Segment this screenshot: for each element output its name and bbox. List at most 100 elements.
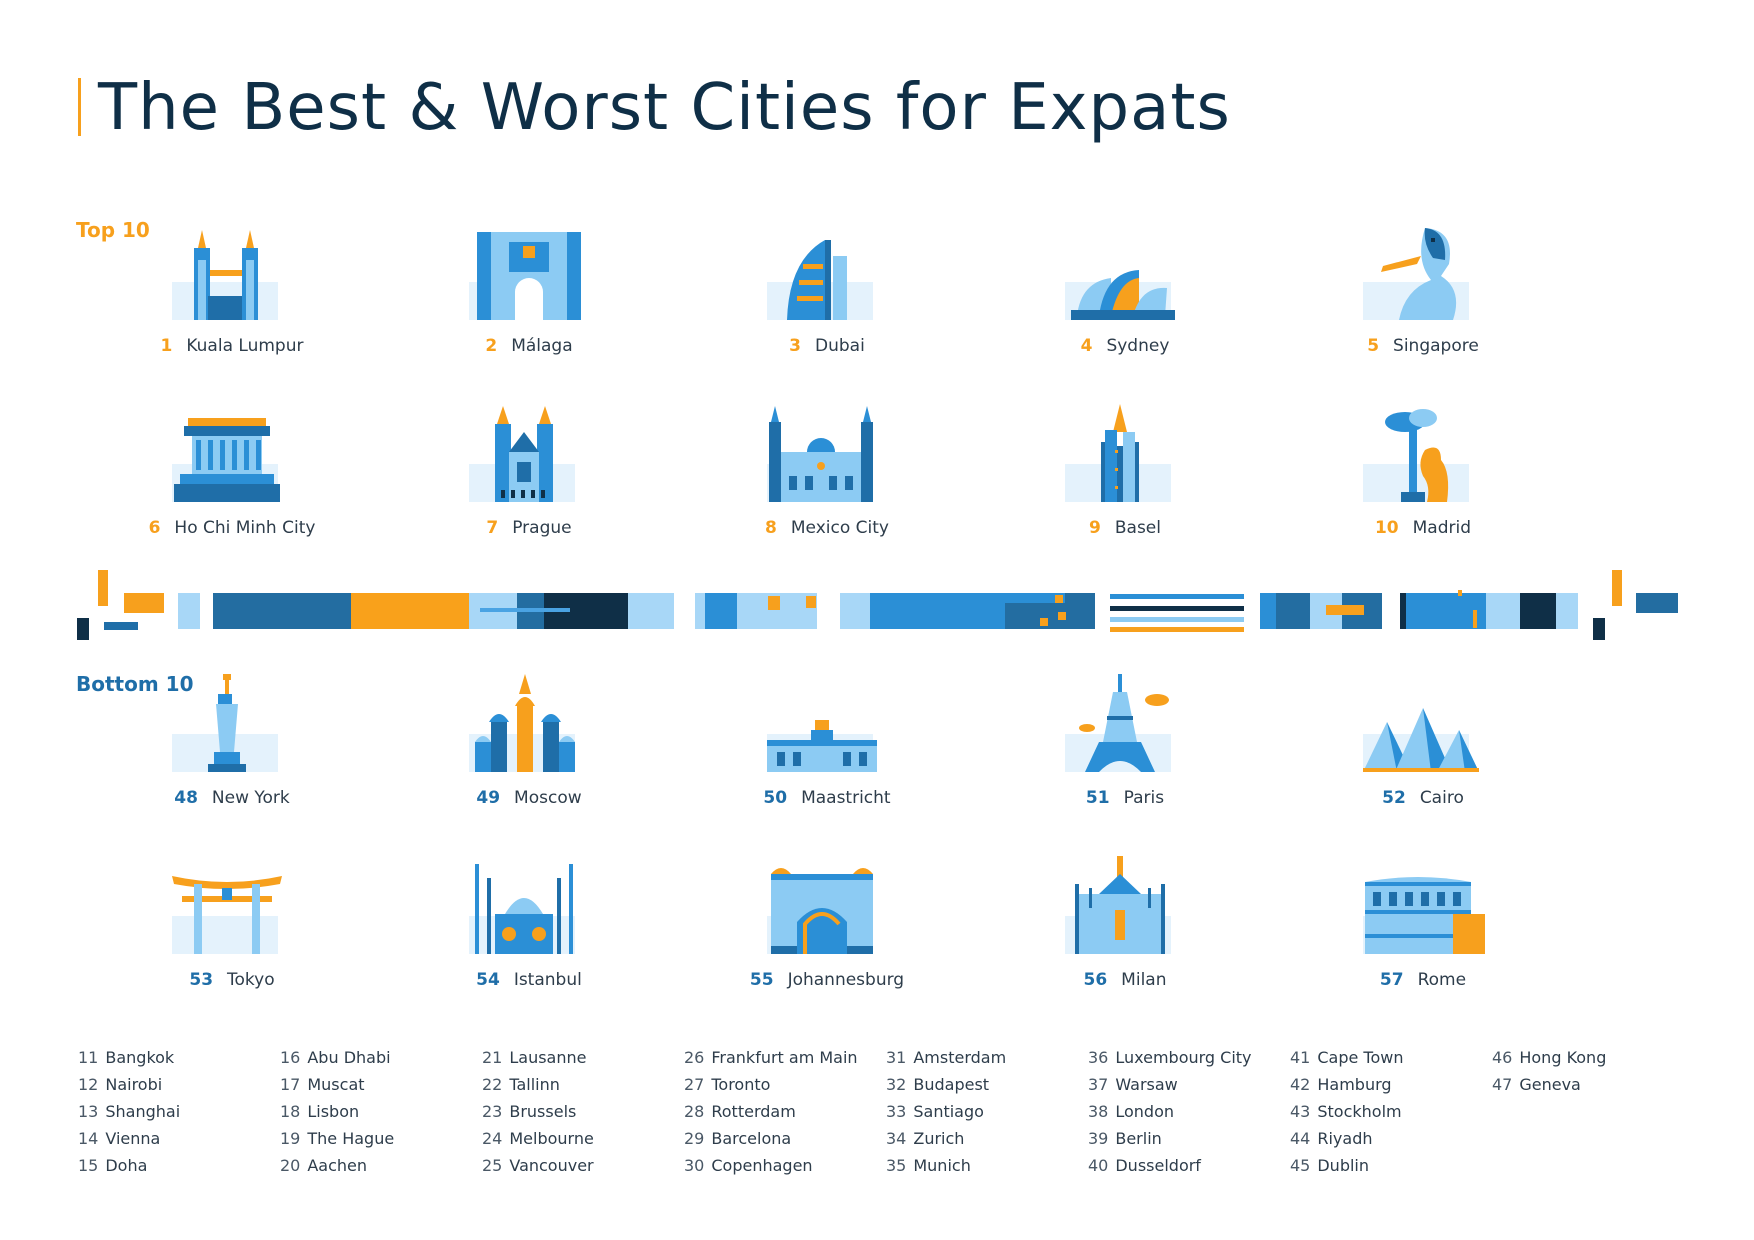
band-block	[213, 593, 351, 629]
city-card: 51 Paris	[1015, 672, 1235, 832]
city-label: 1 Kuala Lumpur	[122, 336, 342, 356]
band-block	[705, 593, 737, 629]
list-item: 26 Frankfurt am Main	[684, 1044, 884, 1071]
city-card: 5 Singapore	[1313, 220, 1533, 380]
band-block	[1110, 617, 1244, 622]
list-item: 13 Shanghai	[78, 1098, 278, 1125]
list-city: Budapest	[913, 1075, 990, 1094]
statue-of-liberty-icon	[208, 674, 246, 772]
list-item: 40 Dusseldorf	[1088, 1152, 1288, 1179]
list-rank: 45	[1290, 1156, 1311, 1175]
burj-al-arab-icon	[787, 226, 847, 320]
city-rank: 52	[1382, 788, 1406, 808]
city-card: 8 Mexico City	[717, 402, 937, 562]
band-block	[768, 596, 780, 610]
list-item: 32 Budapest	[886, 1071, 1086, 1098]
list-rank: 44	[1290, 1129, 1311, 1148]
list-city: Zurich	[913, 1129, 965, 1148]
list-rank: 29	[684, 1129, 705, 1148]
list-item: 39 Berlin	[1088, 1125, 1288, 1152]
city-label: 8 Mexico City	[717, 518, 937, 538]
city-card: 6 Ho Chi Minh City	[122, 402, 342, 562]
list-city: Santiago	[913, 1102, 984, 1121]
city-rank: 55	[749, 970, 774, 990]
city-rank: 6	[148, 518, 161, 538]
band-block	[77, 618, 89, 640]
list-item: 44 Riyadh	[1290, 1125, 1490, 1152]
list-rank: 42	[1290, 1075, 1311, 1094]
list-city: Aachen	[307, 1156, 368, 1175]
list-item: 42 Hamburg	[1290, 1071, 1490, 1098]
list-rank: 13	[78, 1102, 99, 1121]
city-rank: 4	[1080, 336, 1093, 356]
list-column: 26 Frankfurt am Main 27 Toronto 28 Rotterdam 2…	[684, 1044, 884, 1179]
city-name: Ho Chi Minh City	[174, 518, 316, 538]
city-card: 1 Kuala Lumpur	[122, 220, 342, 380]
list-column: 21 Lausanne 22 Tallinn 23 Brussels 24 Melbourne…	[482, 1044, 682, 1179]
list-city: Hamburg	[1317, 1075, 1392, 1094]
city-name: Paris	[1123, 788, 1165, 808]
list-item: 25 Vancouver	[482, 1152, 682, 1179]
city-label: 3 Dubai	[717, 336, 937, 356]
city-card: 9 Basel	[1015, 402, 1235, 562]
city-card: 2 Málaga	[419, 220, 639, 380]
city-card: 52 Cairo	[1313, 672, 1533, 832]
city-label: 2 Málaga	[419, 336, 639, 356]
city-label: 57 Rome	[1313, 970, 1533, 990]
city-name: Málaga	[511, 336, 573, 356]
list-city: Vancouver	[509, 1156, 594, 1175]
list-city: Tallinn	[509, 1075, 560, 1094]
list-item: 31 Amsterdam	[886, 1044, 1086, 1071]
band-block	[178, 593, 200, 629]
mausoleum-icon	[174, 418, 280, 502]
list-rank: 20	[280, 1156, 301, 1175]
city-rank: 8	[765, 518, 777, 538]
city-label: 50 Maastricht	[717, 788, 937, 808]
band-block	[1276, 593, 1310, 629]
list-city: Muscat	[307, 1075, 365, 1094]
city-rank: 10	[1374, 518, 1399, 538]
city-label: 9 Basel	[1015, 518, 1235, 538]
list-item: 35 Munich	[886, 1152, 1086, 1179]
list-item: 36 Luxembourg City	[1088, 1044, 1288, 1071]
list-item: 30 Copenhagen	[684, 1152, 884, 1179]
list-rank: 17	[280, 1075, 301, 1094]
list-item: 45 Dublin	[1290, 1152, 1490, 1179]
list-rank: 27	[684, 1075, 705, 1094]
list-item: 27 Toronto	[684, 1071, 884, 1098]
list-city: Rotterdam	[711, 1102, 796, 1121]
list-item: 37 Warsaw	[1088, 1071, 1288, 1098]
band-block	[806, 596, 816, 608]
list-rank: 24	[482, 1129, 503, 1148]
bottom-10-label: Bottom 10	[76, 672, 194, 696]
list-rank: 28	[684, 1102, 705, 1121]
list-city: Shanghai	[105, 1102, 181, 1121]
list-item: 14 Vienna	[78, 1125, 278, 1152]
band-block	[628, 593, 674, 629]
city-hall-icon	[767, 720, 877, 772]
list-column: 36 Luxembourg City 37 Warsaw 38 London 39 Berli…	[1088, 1044, 1288, 1179]
band-block	[1593, 618, 1605, 640]
band-block	[1058, 612, 1066, 620]
band-block	[1326, 605, 1364, 615]
list-column: 41 Cape Town 42 Hamburg 43 Stockholm 44 Riyadh 4…	[1290, 1044, 1490, 1179]
city-card: 7 Prague	[419, 402, 639, 562]
band-block	[1520, 593, 1556, 629]
list-item: 29 Barcelona	[684, 1125, 884, 1152]
list-rank: 35	[886, 1156, 907, 1175]
list-item: 17 Muscat	[280, 1071, 480, 1098]
list-item: 18 Lisbon	[280, 1098, 480, 1125]
list-city: Abu Dhabi	[307, 1048, 391, 1067]
city-name: Tokyo	[227, 970, 275, 990]
list-rank: 37	[1088, 1075, 1109, 1094]
city-name: Madrid	[1412, 518, 1472, 538]
list-city: Doha	[105, 1156, 148, 1175]
city-name: Mexico City	[790, 518, 889, 538]
bear-and-tree-icon	[1385, 409, 1449, 502]
list-item: 19 The Hague	[280, 1125, 480, 1152]
list-column: 16 Abu Dhabi 17 Muscat 18 Lisbon 19 The Hague 20…	[280, 1044, 480, 1179]
city-card: 55 Johannesburg	[717, 854, 937, 1014]
city-rank: 49	[476, 788, 501, 808]
list-item: 23 Brussels	[482, 1098, 682, 1125]
list-rank: 18	[280, 1102, 301, 1121]
